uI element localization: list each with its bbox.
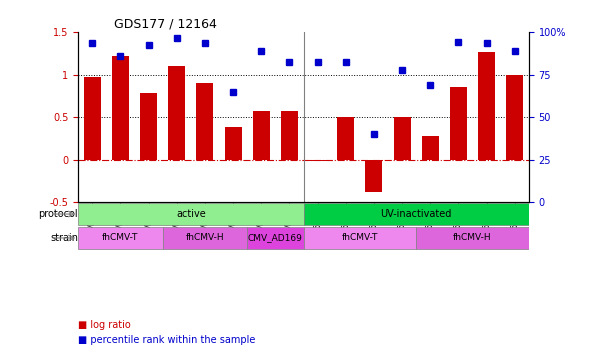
Text: ■ percentile rank within the sample: ■ percentile rank within the sample xyxy=(78,335,255,345)
FancyBboxPatch shape xyxy=(78,203,304,225)
Bar xyxy=(309,160,326,161)
Bar xyxy=(365,160,382,192)
Bar xyxy=(337,117,354,160)
Text: strain: strain xyxy=(50,233,78,243)
Bar xyxy=(112,56,129,160)
Bar xyxy=(140,93,157,160)
FancyBboxPatch shape xyxy=(78,227,163,249)
FancyBboxPatch shape xyxy=(304,227,416,249)
Text: fhCMV-T: fhCMV-T xyxy=(102,233,139,242)
Bar xyxy=(84,77,101,160)
Text: UV-inactivated: UV-inactivated xyxy=(380,209,452,219)
Bar xyxy=(225,127,242,160)
Bar xyxy=(253,111,270,160)
Text: active: active xyxy=(176,209,206,219)
Text: CMV_AD169: CMV_AD169 xyxy=(248,233,303,242)
Bar xyxy=(478,52,495,160)
Bar xyxy=(422,136,439,160)
Text: GDS177 / 12164: GDS177 / 12164 xyxy=(114,18,217,31)
Bar xyxy=(281,111,298,160)
Text: fhCMV-H: fhCMV-H xyxy=(186,233,224,242)
FancyBboxPatch shape xyxy=(416,227,529,249)
Text: ■ log ratio: ■ log ratio xyxy=(78,321,131,331)
Text: protocol: protocol xyxy=(38,209,78,219)
FancyBboxPatch shape xyxy=(163,227,247,249)
Bar xyxy=(394,117,410,160)
FancyBboxPatch shape xyxy=(247,227,304,249)
Bar xyxy=(450,87,467,160)
Bar xyxy=(168,66,185,160)
Text: fhCMV-H: fhCMV-H xyxy=(453,233,492,242)
Text: fhCMV-T: fhCMV-T xyxy=(341,233,378,242)
Bar xyxy=(197,83,213,160)
Bar xyxy=(506,75,523,160)
FancyBboxPatch shape xyxy=(304,203,529,225)
